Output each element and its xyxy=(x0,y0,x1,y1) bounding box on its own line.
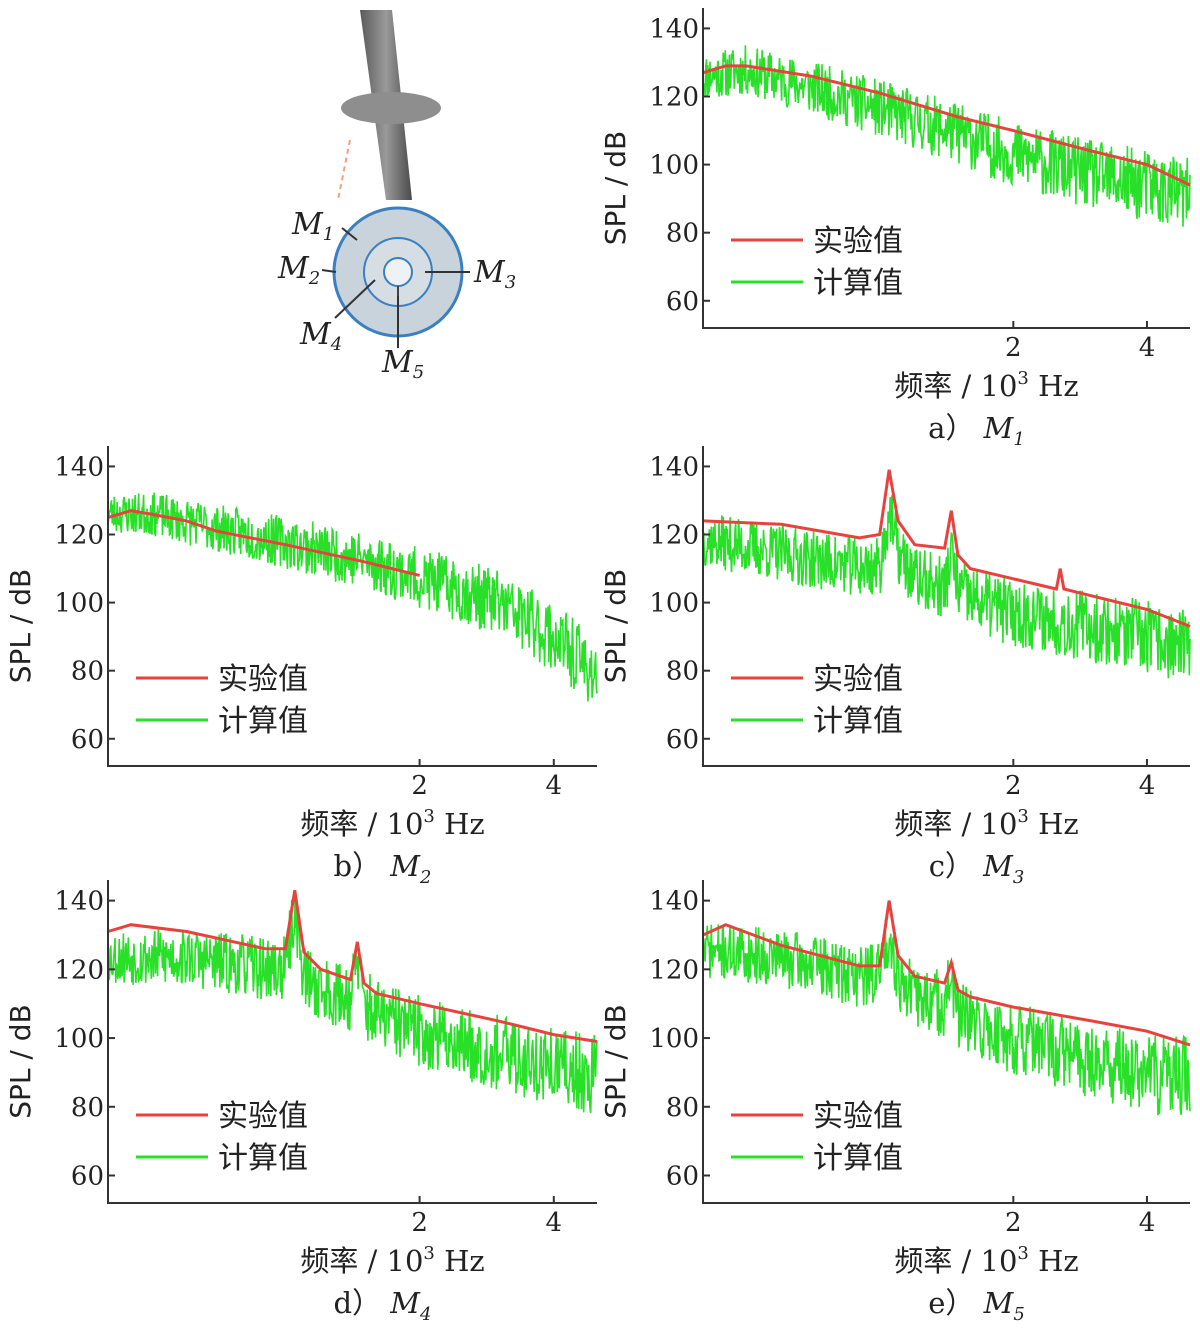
measurement-schematic: M1 M2 M3 M4 M5 xyxy=(277,10,516,383)
legend-label: 计算值 xyxy=(813,1141,903,1176)
x-axis-label: 频率 / 103 Hz xyxy=(894,1243,1078,1278)
chart-panel-4: 60 80 100 120 140 2 4 SPL / dB 频率 / 103 Hz d） M4 实… xyxy=(4,880,598,1325)
panel-caption: e） M5 xyxy=(928,1286,1025,1325)
x-tick-label: 4 xyxy=(1139,771,1156,801)
legend-label: 实验值 xyxy=(813,1099,903,1134)
axes-frame xyxy=(702,880,1190,1204)
y-tick-label: 100 xyxy=(649,151,699,181)
leader-m1 xyxy=(341,227,358,241)
legend-label: 实验值 xyxy=(813,662,903,697)
x-tick-label: 2 xyxy=(1005,333,1022,363)
axes-frame xyxy=(702,8,1190,329)
axes-frame xyxy=(107,880,597,1204)
panel-caption: c） M3 xyxy=(929,849,1025,888)
y-tick-label: 80 xyxy=(71,1093,104,1123)
y-tick-label: 120 xyxy=(649,521,699,551)
series-experimental-line xyxy=(702,469,1191,628)
y-tick-label: 100 xyxy=(54,589,104,619)
chart-panel-3: 60 80 100 120 140 2 4 SPL / dB 频率 / 103 Hz c） M3 实… xyxy=(599,446,1191,888)
legend-label: 计算值 xyxy=(813,266,903,301)
chart-panel-5: 60 80 100 120 140 2 4 SPL / dB 频率 / 103 Hz e） M5 实… xyxy=(599,880,1191,1325)
legend-label: 实验值 xyxy=(218,1099,308,1134)
series-computed-line xyxy=(107,492,598,702)
x-tick-label: 2 xyxy=(411,771,428,801)
legend-label: 计算值 xyxy=(218,1141,308,1176)
series-experimental-line xyxy=(702,64,1191,187)
leader-m2 xyxy=(321,269,337,273)
x-axis-label: 频率 / 103 Hz xyxy=(300,806,484,841)
axes-frame xyxy=(702,446,1190,767)
label-m3: M3 xyxy=(473,255,516,293)
y-axis-label: SPL / dB xyxy=(4,1004,37,1118)
y-tick-label: 140 xyxy=(649,14,699,44)
dashed-guide xyxy=(337,139,351,201)
chart-panel-1: 60 80 100 120 140 2 4 SPL / dB 频率 / 103 Hz a） M1 实… xyxy=(599,8,1191,450)
series-computed-line xyxy=(107,890,598,1114)
label-m2: M2 xyxy=(277,251,320,289)
y-tick-label: 140 xyxy=(649,887,699,917)
x-tick-label: 4 xyxy=(1139,1208,1156,1238)
y-tick-label: 80 xyxy=(71,657,104,687)
y-axis-label: SPL / dB xyxy=(599,569,632,683)
chart-panel-2: 60 80 100 120 140 2 4 SPL / dB 频率 / 103 Hz b） M2 实… xyxy=(4,446,598,888)
y-axis-label: SPL / dB xyxy=(4,569,37,683)
disc-hub xyxy=(383,257,413,287)
y-tick-label: 120 xyxy=(54,521,104,551)
y-tick-label: 60 xyxy=(71,725,104,755)
series-experimental-line xyxy=(107,890,598,1043)
series-experimental-line xyxy=(107,509,420,577)
series-experimental-line xyxy=(702,900,1191,1047)
y-tick-label: 60 xyxy=(666,1162,699,1192)
axes-frame xyxy=(107,446,597,767)
x-tick-label: 2 xyxy=(1005,1208,1022,1238)
y-tick-label: 80 xyxy=(666,657,699,687)
y-axis-label: SPL / dB xyxy=(599,131,632,245)
x-tick-label: 4 xyxy=(546,771,563,801)
panel-caption: d） M4 xyxy=(334,1286,432,1325)
y-tick-label: 140 xyxy=(54,452,104,482)
x-tick-label: 4 xyxy=(1139,333,1156,363)
y-tick-label: 120 xyxy=(649,83,699,113)
label-m1: M1 xyxy=(291,207,334,245)
y-tick-label: 120 xyxy=(649,955,699,985)
series-computed-line xyxy=(702,494,1191,679)
y-tick-label: 60 xyxy=(666,725,699,755)
panel-caption: a） M1 xyxy=(928,411,1025,450)
x-tick-label: 2 xyxy=(411,1208,428,1238)
y-tick-label: 60 xyxy=(71,1162,104,1192)
y-tick-label: 140 xyxy=(54,887,104,917)
legend-label: 计算值 xyxy=(813,704,903,739)
series-computed-line xyxy=(702,919,1191,1116)
x-axis-label: 频率 / 103 Hz xyxy=(894,368,1078,403)
y-tick-label: 100 xyxy=(649,1024,699,1054)
panel-caption: b） M2 xyxy=(334,849,432,888)
legend-label: 计算值 xyxy=(218,704,308,739)
series-computed-line xyxy=(702,45,1191,227)
x-axis-label: 频率 / 103 Hz xyxy=(894,806,1078,841)
y-tick-label: 80 xyxy=(666,1093,699,1123)
strut-fairing xyxy=(341,92,441,124)
y-axis-label: SPL / dB xyxy=(599,1004,632,1118)
legend-label: 实验值 xyxy=(813,224,903,259)
y-tick-label: 60 xyxy=(666,287,699,317)
leader-m4 xyxy=(334,279,376,319)
x-axis-label: 频率 / 103 Hz xyxy=(300,1243,484,1278)
x-tick-label: 4 xyxy=(546,1208,563,1238)
chart-panels: 60 80 100 120 140 2 4 SPL / dB 频率 / 103 Hz a） M1 实… xyxy=(4,8,1191,1325)
y-tick-label: 140 xyxy=(649,452,699,482)
y-tick-label: 120 xyxy=(54,955,104,985)
y-tick-label: 100 xyxy=(649,589,699,619)
label-m5: M5 xyxy=(381,345,424,383)
x-tick-label: 2 xyxy=(1005,771,1022,801)
legend-label: 实验值 xyxy=(218,662,308,697)
y-tick-label: 80 xyxy=(666,219,699,249)
label-m4: M4 xyxy=(299,317,342,355)
y-tick-label: 100 xyxy=(54,1024,104,1054)
